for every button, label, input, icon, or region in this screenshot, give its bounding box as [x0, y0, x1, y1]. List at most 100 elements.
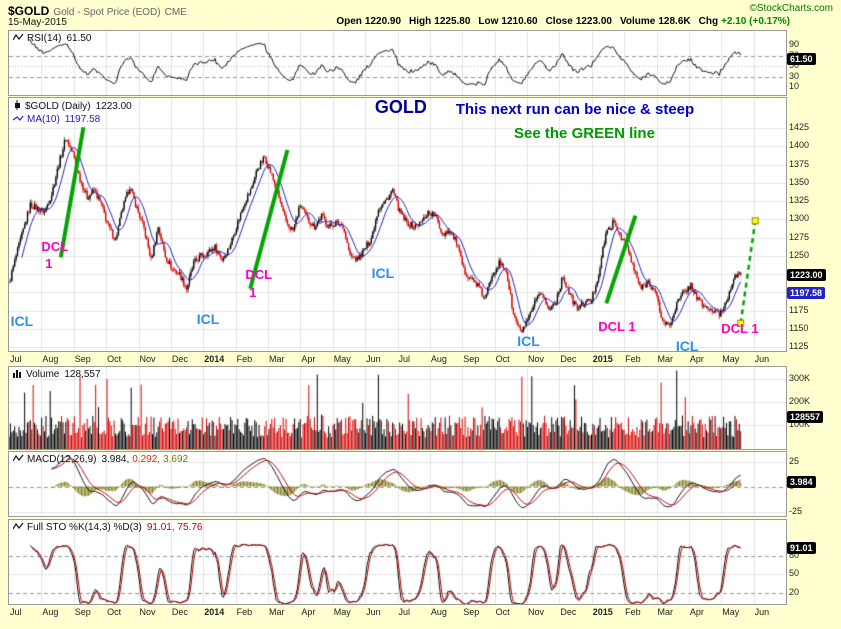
month-label: 2015 [592, 354, 613, 364]
rsi-chart-canvas [9, 31, 786, 95]
axis-value-tag: 91.01 [787, 542, 816, 555]
ma-value: 1197.58 [64, 114, 101, 125]
month-label: Nov [139, 354, 156, 364]
quote-label: Open [336, 16, 362, 27]
axis-label: 20 [789, 586, 800, 597]
axis-label: 1150 [789, 323, 809, 334]
quote-value: 1225.80 [434, 16, 471, 27]
month-label: Feb [236, 354, 253, 364]
axis-label: 80 [789, 549, 800, 560]
axis-label: 90 [789, 38, 800, 49]
axis-value-tag: 128557 [787, 411, 824, 424]
stochastics-line-icon [12, 522, 24, 534]
macd-label: MACD(12,26,9) [27, 454, 97, 465]
rsi-panel: RSI(14) 61.50 [8, 30, 787, 96]
month-label: Feb [625, 607, 641, 617]
rsi-series-icon [12, 33, 24, 45]
month-label: Apr [301, 354, 316, 364]
month-label: Jul [10, 354, 22, 364]
month-label: Nov [139, 607, 156, 617]
stochastics-legend: Full STO %K(14,3) %D(3) 91.01, 75.76 [12, 522, 203, 534]
right-axis: 9070503010142514001375135013251300127512… [789, 0, 841, 629]
axis-value-tag: 3.984 [787, 475, 816, 488]
stochastics-label: Full STO %K(14,3) %D(3) [27, 522, 142, 533]
month-label: 2014 [204, 354, 225, 364]
month-label: Jul [398, 354, 411, 364]
quote-value: 1223.00 [575, 16, 612, 27]
month-label: Apr [689, 607, 704, 617]
axis-label: -25 [789, 505, 803, 516]
month-label: Aug [42, 354, 59, 364]
month-label: Feb [625, 354, 641, 364]
month-label: Oct [107, 607, 122, 617]
price-series-label: $GOLD (Daily) [25, 101, 91, 112]
symbol-label: $GOLD [8, 4, 50, 18]
volume-bars-icon [13, 369, 23, 381]
month-label: 2015 [592, 607, 613, 617]
month-label: Apr [689, 354, 704, 364]
month-label: Mar [269, 607, 285, 617]
stochastics-panel: Full STO %K(14,3) %D(3) 91.01, 75.76 [8, 519, 787, 605]
quote-label: High [409, 16, 432, 27]
month-label: May [722, 607, 740, 617]
month-label: 2014 [204, 607, 225, 617]
month-label: Dec [560, 354, 577, 364]
volume-chart-canvas [9, 367, 786, 449]
axis-label: 1400 [789, 140, 810, 151]
axis-label: 1325 [789, 195, 810, 206]
chart-header: $GOLD Gold - Spot Price (EOD) CME [8, 2, 187, 20]
volume-value: 128,557 [64, 369, 101, 380]
axis-label: 1275 [789, 231, 810, 242]
month-label: Mar [657, 607, 674, 617]
month-label: Aug [430, 607, 447, 617]
quote-value: 1220.90 [364, 16, 402, 27]
price-chart-canvas [9, 98, 786, 351]
price-panel: GOLD This next run can be nice & steep See… [8, 97, 787, 353]
month-label: Dec [560, 607, 577, 617]
quote-value: 128.6K [658, 16, 691, 27]
month-label: Oct [107, 354, 122, 364]
axis-value-tag: 61.50 [787, 53, 816, 66]
axis-value-tag: 1223.00 [787, 268, 826, 281]
month-label: Apr [301, 607, 316, 617]
volume-panel: Volume 128,557 [8, 366, 787, 450]
macd-signal-value: 0.292, [132, 454, 161, 465]
stochastics-chart-canvas [9, 520, 786, 604]
month-label: Jun [754, 354, 770, 364]
ma-label: MA(10) [27, 114, 60, 125]
macd-panel: MACD(12,26,9) 3.984, 0.292, 3.692 [8, 451, 787, 517]
axis-label: 200K [789, 395, 811, 406]
month-label: Jul [398, 607, 411, 617]
month-label: Jun [754, 607, 770, 617]
macd-hist-value: 3.692 [163, 454, 189, 465]
chart-date: 15-May-2015 [8, 17, 67, 28]
price-last-value: 1223.00 [95, 101, 132, 112]
rsi-value: 61.50 [66, 33, 92, 44]
price-legend: $GOLD (Daily) 1223.00 MA(10) 1197.58 [12, 100, 132, 127]
macd-legend: MACD(12,26,9) 3.984, 0.292, 3.692 [12, 454, 189, 466]
month-label: Aug [430, 354, 447, 364]
stockcharts-credit-link[interactable]: ©StockCharts.com [749, 3, 833, 14]
quote-label: Low [478, 16, 499, 27]
stochastics-values: 91.01, 75.76 [146, 522, 203, 533]
axis-label: 1175 [789, 304, 809, 315]
month-label: Nov [528, 607, 545, 617]
macd-value: 3.984, [101, 454, 130, 465]
exchange-label: CME [164, 7, 187, 18]
quote-label: Volume [619, 16, 656, 27]
axis-label: 1250 [789, 249, 810, 260]
axis-label: 1425 [789, 121, 810, 132]
axis-label: 1300 [789, 213, 810, 224]
x-axis-months-top: Jul Aug Sep Oct Nov Dec 2014 Feb Mar Apr May Jun Jul… [8, 353, 787, 366]
axis-label: 25 [789, 455, 800, 466]
rsi-legend: RSI(14) 61.50 [12, 33, 92, 45]
quote-label: Chg [698, 16, 719, 27]
month-label: Oct [495, 607, 510, 617]
axis-label: 50 [789, 60, 800, 71]
month-label: Dec [171, 354, 188, 364]
quote-label: Close [545, 16, 573, 27]
volume-legend: Volume 128,557 [13, 369, 101, 381]
axis-label: 1375 [789, 158, 810, 169]
month-label: May [722, 354, 740, 364]
